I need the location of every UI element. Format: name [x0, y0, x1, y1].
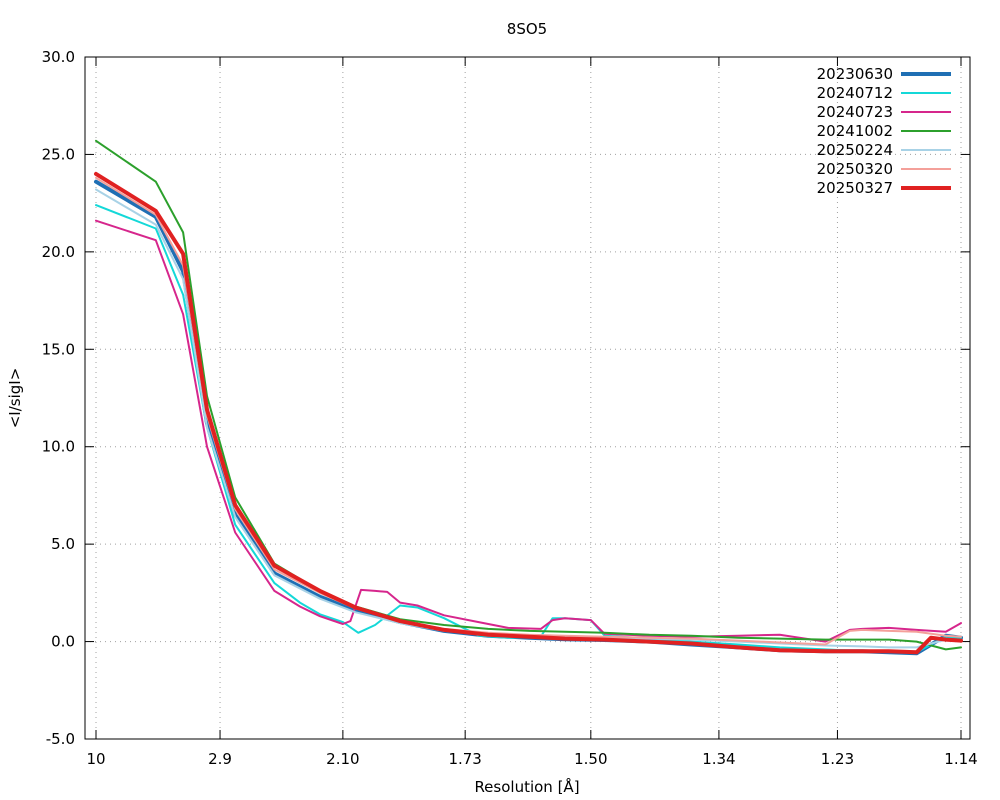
- legend-label: 20240723: [817, 103, 893, 121]
- x-axis-title: Resolution [Å]: [474, 777, 579, 796]
- series-line-20250320: [95, 176, 962, 646]
- series-line-20250224: [95, 188, 962, 649]
- y-tick-label: 20.0: [42, 243, 75, 261]
- legend-label: 20250327: [817, 179, 893, 197]
- y-tick-label: -5.0: [46, 730, 75, 748]
- series-layer: [94, 139, 963, 656]
- x-tick-label: 2.9: [208, 750, 232, 768]
- plot-frame: [84, 56, 971, 740]
- legend: 2023063020240712202407232024100220250224…: [817, 65, 951, 197]
- series-line-20250327: [94, 171, 963, 655]
- legend-label: 20250320: [817, 160, 893, 178]
- axis-ticks: -5.0 0.0 5.0 10.0 15.0 20.0 25.0 30.0 10 2.9 2.10 1…: [42, 48, 978, 768]
- y-axis-title: <I/sigI>: [6, 368, 24, 429]
- x-tick-label: 1.14: [944, 750, 977, 768]
- x-tick-label: 10: [86, 750, 105, 768]
- x-tick-label: 1.50: [574, 750, 607, 768]
- series-line-20240712: [95, 204, 962, 654]
- y-tick-label: 15.0: [42, 340, 75, 358]
- series-line-20240723: [95, 219, 962, 643]
- series-line-20230630: [94, 179, 963, 656]
- series-line-20241002: [95, 139, 962, 651]
- legend-label: 20230630: [817, 65, 893, 83]
- x-tick-label: 1.73: [448, 750, 481, 768]
- chart-title: 8SO5: [507, 20, 547, 38]
- legend-label: 20250224: [817, 141, 893, 159]
- x-tick-label: 1.23: [821, 750, 854, 768]
- y-tick-label: 10.0: [42, 438, 75, 456]
- x-tick-label: 2.10: [326, 750, 359, 768]
- y-tick-label: 30.0: [42, 48, 75, 66]
- legend-label: 20240712: [817, 84, 893, 102]
- y-tick-label: 5.0: [51, 535, 75, 553]
- y-tick-label: 0.0: [51, 633, 75, 651]
- legend-label: 20241002: [817, 122, 893, 140]
- y-tick-label: 25.0: [42, 145, 75, 163]
- x-tick-label: 1.34: [702, 750, 735, 768]
- grid: [85, 57, 970, 739]
